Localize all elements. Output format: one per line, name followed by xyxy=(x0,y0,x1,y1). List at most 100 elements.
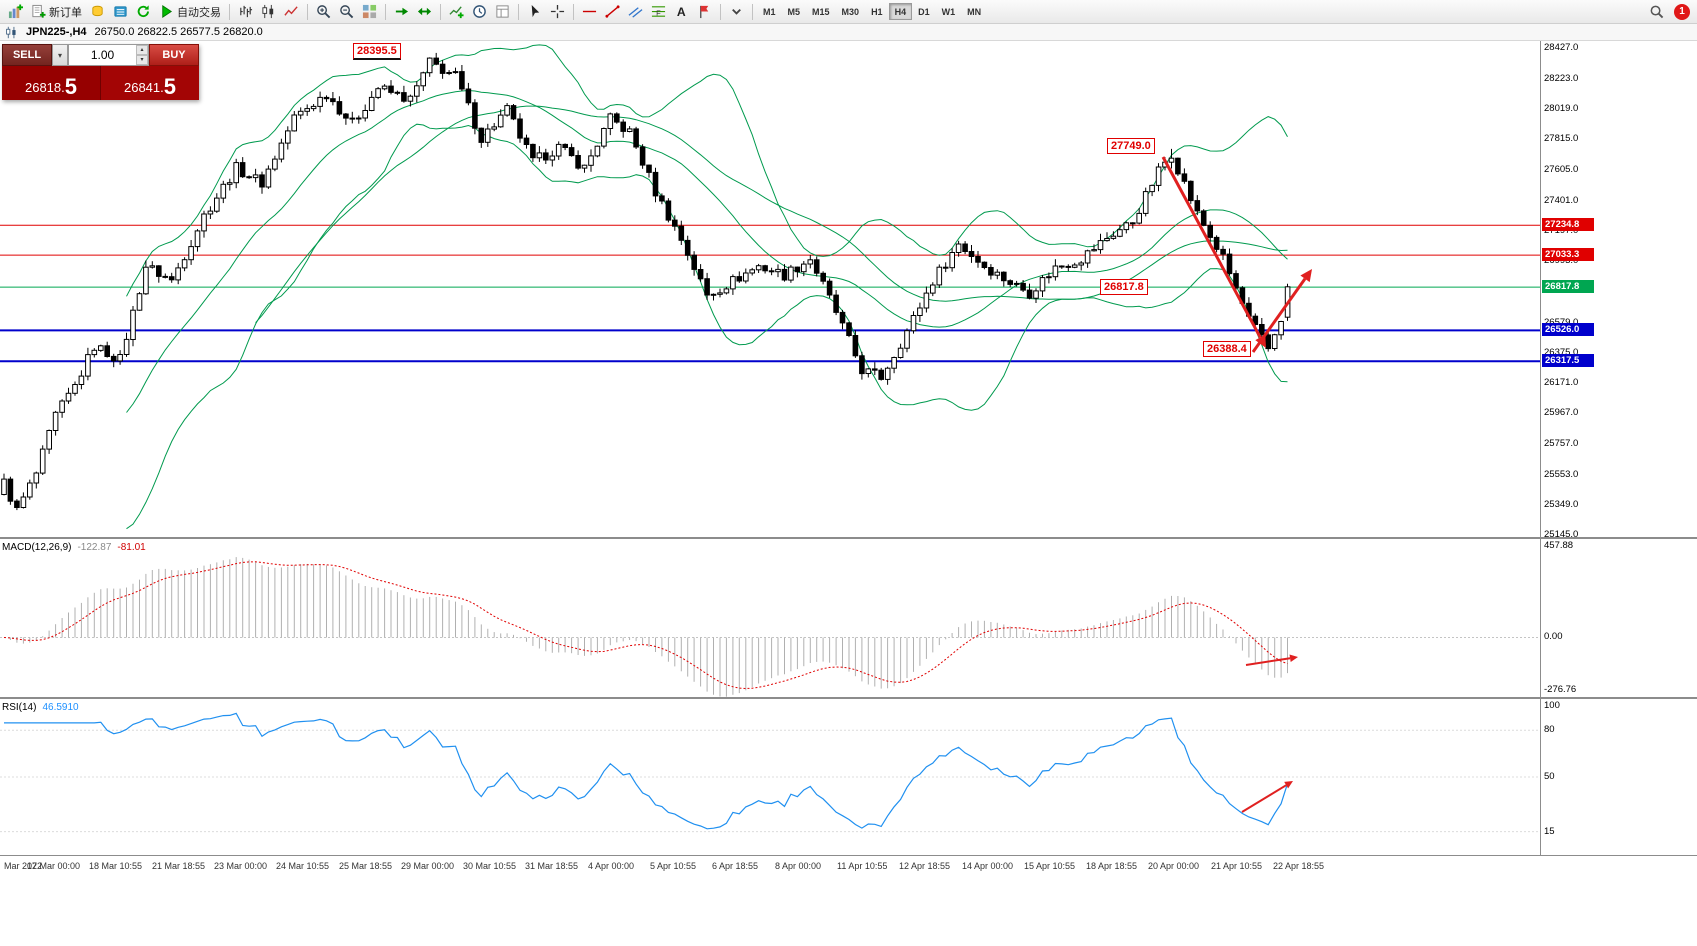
time-axis-label: 11 Apr 10:55 xyxy=(837,861,888,871)
history-center-button[interactable] xyxy=(86,2,109,22)
timeframe-H4-button[interactable]: H4 xyxy=(888,3,913,20)
toolbar-separator xyxy=(307,3,308,20)
fibonacci-tool-button[interactable]: F xyxy=(647,2,670,22)
trendline-tool-button[interactable] xyxy=(601,2,624,22)
chart-window-icon xyxy=(6,26,16,38)
notification-badge[interactable]: 1 xyxy=(1674,3,1690,20)
order-plus-icon xyxy=(32,4,46,18)
line-chart-mode-button[interactable] xyxy=(280,2,303,22)
chart-shift-button[interactable] xyxy=(413,2,436,22)
timeframe-MN-button[interactable]: MN xyxy=(961,3,987,20)
timeframe-D1-button[interactable]: D1 xyxy=(912,3,936,20)
template-icon xyxy=(496,5,509,18)
rsi-indicator-title: RSI(14) 46.5910 xyxy=(2,702,79,713)
macd-axis-label: 457.88 xyxy=(1544,540,1574,551)
volume-input[interactable] xyxy=(69,45,137,65)
timeframe-W1-button[interactable]: W1 xyxy=(936,3,962,20)
zoom-out-icon xyxy=(340,5,354,19)
time-axis-label: 5 Apr 10:55 xyxy=(650,861,697,871)
price-axis-label: 26375.0 xyxy=(1544,347,1579,358)
timeframe-M15-button[interactable]: M15 xyxy=(806,3,836,20)
indicators-list-button[interactable] xyxy=(445,2,468,22)
macd-label: MACD(12,26,9) xyxy=(2,542,72,553)
price-axis-label: 27815.0 xyxy=(1544,133,1579,144)
order-options-dropdown[interactable]: ▾ xyxy=(52,44,68,66)
price-chart-canvas[interactable] xyxy=(0,41,1540,946)
toolbar-separator xyxy=(720,3,721,20)
price-level-tag: 27033.3 xyxy=(1542,248,1594,261)
time-axis: Mar 2022 17 Mar 00:00 18 Mar 10:55 21 Mar 1… xyxy=(0,855,1697,946)
search-button[interactable] xyxy=(1645,2,1668,22)
price-axis-label: 28223.0 xyxy=(1544,73,1579,84)
market-watch-button[interactable] xyxy=(109,2,132,22)
trade-prices-row: 26818. 5 26841. 5 xyxy=(2,66,199,100)
channel-tool-button[interactable] xyxy=(624,2,647,22)
new-order-button[interactable]: 新订单 xyxy=(27,2,86,22)
text-tool-button[interactable]: A xyxy=(670,2,693,22)
buy-button[interactable]: BUY xyxy=(149,44,199,66)
channel-icon xyxy=(628,7,643,18)
autotrading-label: 自动交易 xyxy=(177,6,221,19)
time-axis-label: 23 Mar 00:00 xyxy=(214,861,268,871)
more-tools-button[interactable] xyxy=(725,2,748,22)
search-icon xyxy=(1650,5,1664,19)
toolbar-separator xyxy=(440,3,441,20)
zoom-out-button[interactable] xyxy=(335,2,358,22)
chart-window-titlebar: JPN225-,H4 26750.0 26822.5 26577.5 26820… xyxy=(0,24,1697,41)
time-axis-label: 21 Apr 10:55 xyxy=(1211,861,1263,871)
cursor-tool-button[interactable] xyxy=(523,2,546,22)
macd-panel-splitter[interactable] xyxy=(0,537,1697,539)
new-chart-button[interactable] xyxy=(4,2,27,22)
price-level-tag: 26526.0 xyxy=(1542,323,1594,336)
play-green-icon xyxy=(162,4,173,19)
toolbar-groups: 新订单 自动交易 F A xyxy=(4,2,748,22)
timeframe-M1-button[interactable]: M1 xyxy=(757,3,782,20)
timeframe-M5-button[interactable]: M5 xyxy=(782,3,807,20)
volume-down-button[interactable]: ▾ xyxy=(136,55,148,65)
arrows-tool-button[interactable] xyxy=(693,2,716,22)
tile-windows-button[interactable] xyxy=(358,2,381,22)
data-blue-icon xyxy=(114,6,127,17)
time-axis-label: 25 Mar 18:55 xyxy=(339,861,393,871)
macd-signal-value: -81.01 xyxy=(117,542,146,553)
buy-price[interactable]: 26841. 5 xyxy=(101,66,199,100)
crosshair-tool-button[interactable] xyxy=(546,2,569,22)
chart-symbol-period: JPN225-,H4 xyxy=(26,26,87,38)
auto-scroll-button[interactable] xyxy=(390,2,413,22)
chevron-down-icon xyxy=(732,8,741,15)
templates-button[interactable] xyxy=(491,2,514,22)
indicator-plus-icon xyxy=(449,6,464,19)
price-level-tag: 26317.5 xyxy=(1542,354,1594,367)
sell-price[interactable]: 26818. 5 xyxy=(2,66,101,100)
toolbar-separator xyxy=(573,3,574,20)
price-axis-label: 28427.0 xyxy=(1544,42,1579,53)
candlestick-mode-button[interactable] xyxy=(257,2,280,22)
rsi-panel-splitter[interactable] xyxy=(0,697,1697,699)
bar-chart-mode-button[interactable] xyxy=(234,2,257,22)
volume-field: ▴ ▾ xyxy=(68,44,149,66)
zoom-in-button[interactable] xyxy=(312,2,335,22)
horizontal-line-tool-button[interactable] xyxy=(578,2,601,22)
time-axis-label: 18 Apr 18:55 xyxy=(1086,861,1138,871)
time-axis-label: 30 Mar 10:55 xyxy=(463,861,517,871)
time-axis-label: 31 Mar 18:55 xyxy=(525,861,579,871)
autotrading-button[interactable]: 自动交易 xyxy=(155,2,225,22)
time-axis-label: 8 Apr 00:00 xyxy=(775,861,822,871)
refresh-green-icon xyxy=(137,5,149,18)
sell-button[interactable]: SELL xyxy=(2,44,52,66)
main-toolbar: 新订单 自动交易 F A M1 M5 M15 M30 H1 H4 D1 W1 MN 1 xyxy=(0,0,1697,24)
time-axis-label: 18 Mar 10:55 xyxy=(89,861,143,871)
time-axis-label: 24 Mar 10:55 xyxy=(276,861,330,871)
macd-axis-label: -276.76 xyxy=(1544,684,1577,695)
periods-button[interactable] xyxy=(468,2,491,22)
timeframe-H1-button[interactable]: H1 xyxy=(865,3,889,20)
time-axis-label: 22 Apr 18:55 xyxy=(1273,861,1325,871)
price-axis-label: 25757.0 xyxy=(1544,438,1579,449)
volume-up-button[interactable]: ▴ xyxy=(136,45,148,55)
time-axis-label: 12 Apr 18:55 xyxy=(899,861,951,871)
coins-icon xyxy=(92,5,103,17)
trade-controls-row: SELL ▾ ▴ ▾ BUY xyxy=(2,44,199,66)
timeframe-M30-button[interactable]: M30 xyxy=(836,3,866,20)
refresh-button[interactable] xyxy=(132,2,155,22)
